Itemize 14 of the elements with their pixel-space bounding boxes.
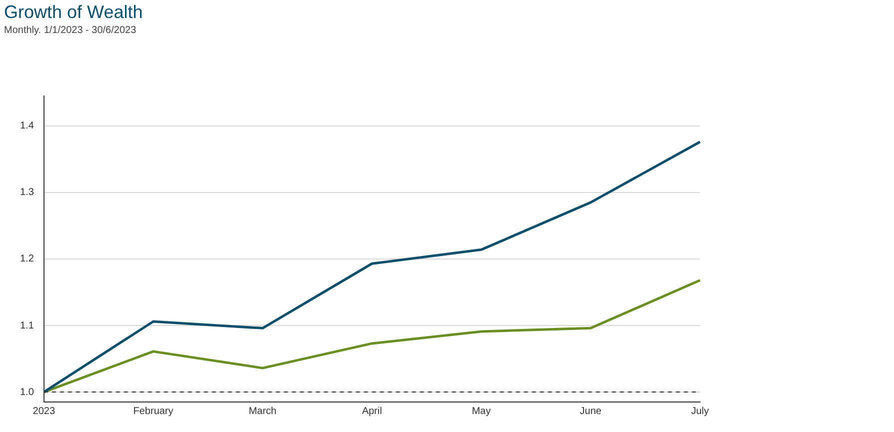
y-tick-label: 1.0 bbox=[20, 386, 34, 398]
x-tick-label: April bbox=[362, 406, 382, 417]
y-tick-label: 1.2 bbox=[20, 254, 34, 265]
y-tick-label: 1.3 bbox=[20, 187, 34, 198]
x-tick-label: March bbox=[248, 406, 276, 417]
x-tick-label: 2023 bbox=[32, 406, 56, 417]
chart-title: Growth of Wealth bbox=[4, 2, 143, 23]
chart-subtitle: Monthly. 1/1/2023 - 30/6/2023 bbox=[4, 25, 136, 36]
x-tick-label: February bbox=[133, 406, 174, 417]
x-tick-label: May bbox=[472, 406, 491, 417]
y-tick-label: 1.1 bbox=[20, 320, 34, 332]
x-tick-label: July bbox=[691, 406, 709, 417]
y-tick-label: 1.4 bbox=[20, 120, 34, 132]
x-tick-label: June bbox=[580, 406, 602, 417]
